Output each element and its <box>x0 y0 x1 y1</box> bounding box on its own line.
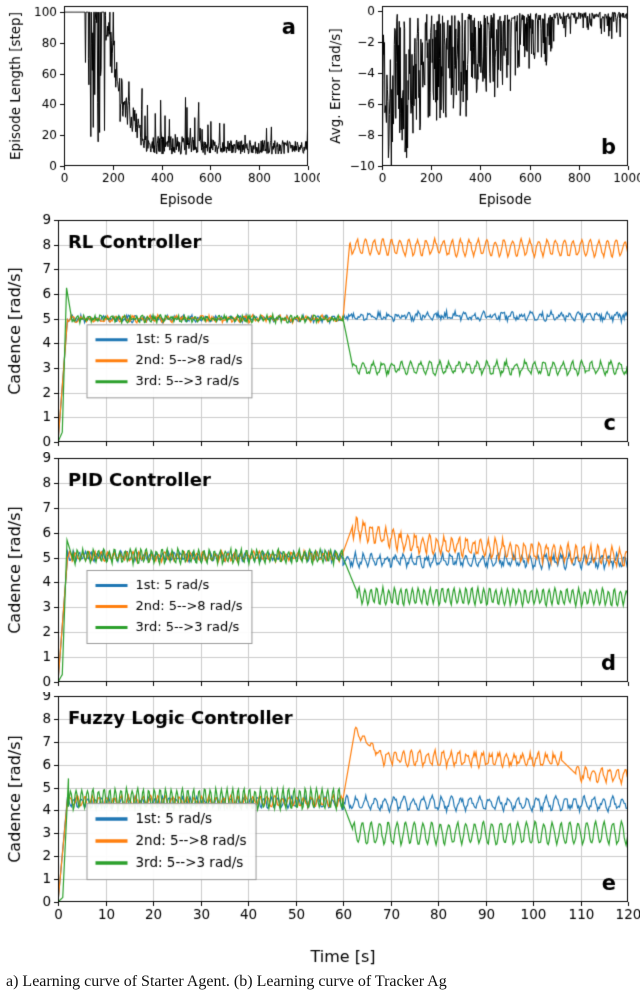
subplot-b-avg-error-chart <box>320 0 640 212</box>
subplot-d-pid-controller-chart <box>0 452 640 692</box>
subplot-c-rl-controller-chart <box>0 212 640 452</box>
subplot-e-fuzzy-controller-chart <box>0 692 640 970</box>
figure-caption: a) Learning curve of Starter Agent. (b) … <box>6 973 447 990</box>
learning-curves-row <box>0 0 640 212</box>
subplot-a-episode-length-chart <box>0 0 320 212</box>
